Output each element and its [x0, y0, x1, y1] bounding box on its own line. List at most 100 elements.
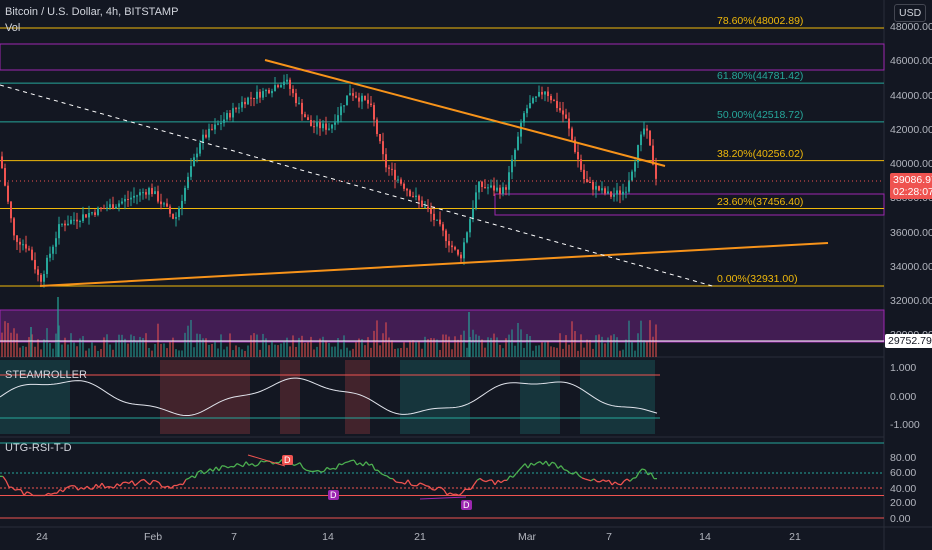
- rsi-line: [527, 462, 532, 469]
- volume-bar: [631, 341, 633, 357]
- rsi-line: [77, 487, 82, 491]
- candle-body: [274, 85, 276, 91]
- rsi-line: [296, 462, 301, 465]
- volume-bar: [127, 343, 129, 357]
- volume-bar: [157, 323, 159, 357]
- rsi-line: [323, 467, 328, 472]
- rsi-line: [332, 467, 337, 470]
- candle-body: [157, 191, 159, 202]
- candle-body: [529, 103, 531, 109]
- candle-body: [586, 179, 588, 182]
- rsi-divergence-marker[interactable]: D: [461, 500, 472, 510]
- volume-bar: [22, 345, 24, 357]
- rsi-line: [254, 464, 259, 467]
- candle-body: [34, 259, 36, 270]
- volume-bar: [601, 336, 603, 357]
- candle-body: [331, 124, 333, 129]
- candle-body: [10, 201, 12, 219]
- rsi-divergence-marker[interactable]: D: [328, 490, 339, 500]
- candle-body: [403, 183, 405, 189]
- candle-body: [445, 230, 447, 242]
- candle-body: [163, 203, 165, 205]
- currency-button[interactable]: USD: [894, 4, 927, 22]
- volume-bar: [517, 322, 519, 357]
- candle-body: [37, 269, 39, 275]
- candle-body: [604, 188, 606, 194]
- volume-bar: [30, 327, 32, 357]
- candle-body: [217, 123, 219, 125]
- candle-body: [475, 192, 477, 209]
- rsi-line: [530, 462, 535, 466]
- candle-body: [52, 246, 54, 254]
- volume-bar: [250, 335, 252, 357]
- rsi-line: [557, 465, 562, 469]
- candle-body: [328, 128, 330, 130]
- candle-body: [406, 188, 408, 191]
- volume-bar: [166, 348, 168, 357]
- rsi-line: [218, 465, 223, 472]
- volume-bar: [511, 329, 513, 357]
- candle-body: [286, 79, 288, 82]
- volume-bar: [70, 333, 72, 357]
- rsi-line: [509, 475, 514, 478]
- rsi-line: [20, 489, 25, 496]
- candle-body: [415, 195, 417, 197]
- rsi-label[interactable]: UTG-RSI-T-D: [5, 442, 72, 454]
- volume-bar: [172, 337, 174, 357]
- rsi-line: [566, 470, 571, 474]
- volume-label: Vol: [5, 22, 21, 34]
- volume-bar: [382, 333, 384, 357]
- candle-body: [397, 179, 399, 181]
- volume-bar: [43, 339, 45, 357]
- volume-bar: [220, 334, 222, 357]
- volume-bar: [253, 333, 255, 357]
- rsi-line: [164, 485, 169, 488]
- rsi-line: [47, 492, 52, 495]
- candle-body: [622, 191, 624, 195]
- steamroller-label[interactable]: STEAMROLLER: [5, 369, 87, 381]
- volume-bar: [94, 345, 96, 357]
- rsi-line: [131, 480, 136, 486]
- rsi-divergence-marker[interactable]: D: [282, 455, 293, 465]
- rsi-line: [575, 471, 580, 477]
- divergence-line: [419, 496, 467, 500]
- candle-body: [427, 206, 429, 210]
- volume-bar: [637, 333, 639, 357]
- candle-body: [130, 197, 132, 200]
- rsi-line: [197, 469, 202, 473]
- rsi-line: [263, 460, 268, 463]
- candle-body: [82, 214, 84, 222]
- volume-bar: [277, 345, 279, 357]
- volume-bar: [394, 348, 396, 357]
- volume-bar: [7, 322, 9, 357]
- candle-body: [172, 213, 174, 219]
- candle-body: [493, 185, 495, 191]
- rsi-line: [56, 489, 61, 494]
- steamroller-line: [0, 377, 658, 417]
- volume-bar: [331, 346, 333, 357]
- price-tick: 42000.00: [890, 123, 932, 136]
- volume-bar: [460, 334, 462, 357]
- volume-bar: [463, 330, 465, 357]
- rsi-line: [125, 481, 130, 485]
- volume-bar: [496, 337, 498, 357]
- candle-body: [412, 196, 414, 198]
- rsi-line: [155, 480, 160, 484]
- candle-body: [478, 181, 480, 193]
- rsi-line: [59, 488, 64, 493]
- rsi-line: [335, 463, 340, 470]
- rsi-line: [239, 464, 244, 468]
- candle-body: [220, 122, 222, 124]
- candle-body: [298, 102, 300, 104]
- rsi-line: [74, 485, 79, 491]
- rsi-line: [419, 482, 424, 485]
- candle-body: [211, 128, 213, 130]
- rsi-line: [101, 482, 106, 489]
- volume-bar: [139, 336, 141, 357]
- candle-body: [439, 219, 441, 225]
- volume-bar: [436, 339, 438, 357]
- candle-body: [481, 181, 483, 188]
- rsi-line: [476, 477, 481, 481]
- candle-body: [601, 188, 603, 191]
